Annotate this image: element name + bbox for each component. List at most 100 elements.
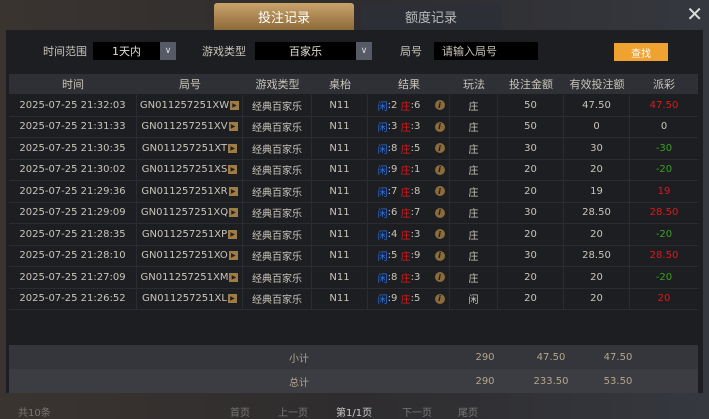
last-page-link[interactable]: 尾页 xyxy=(458,408,478,419)
cell-info: i xyxy=(430,159,450,180)
first-page-link[interactable]: 首页 xyxy=(230,408,250,419)
cell-result: 闲:2 庄:6 xyxy=(368,95,430,116)
cell-result: 闲:8 庄:5 xyxy=(368,138,430,159)
banker-score: :9 xyxy=(410,250,421,262)
time-range-label: 时间范围 xyxy=(43,45,87,58)
cell-bet: 20 xyxy=(498,159,564,180)
time-range-select[interactable]: 1天内 ∨ xyxy=(93,42,176,60)
banker-label: 庄 xyxy=(400,295,411,307)
cell-table: N11 xyxy=(312,202,368,223)
table-header: 时间 局号 游戏类型 桌枱 结果 玩法 投注金额 有效投注额 派彩 xyxy=(9,74,698,94)
current-page: 第1/1页 xyxy=(336,408,373,419)
banker-label: 庄 xyxy=(400,144,411,156)
play-replay-icon[interactable]: ▶ xyxy=(230,100,240,110)
cell-play: 庄 xyxy=(450,245,498,266)
cell-result: 闲:5 庄:9 xyxy=(368,246,430,267)
play-replay-icon[interactable]: ▶ xyxy=(228,143,238,153)
cell-play: 庄 xyxy=(450,138,498,159)
col-time: 时间 xyxy=(62,78,84,91)
play-replay-icon[interactable]: ▶ xyxy=(229,208,239,218)
banker-score: :3 xyxy=(410,121,421,133)
play-replay-icon[interactable]: ▶ xyxy=(228,251,238,261)
play-replay-icon[interactable]: ▶ xyxy=(229,272,239,282)
cell-play: 庄 xyxy=(450,202,498,223)
info-icon[interactable]: i xyxy=(434,250,445,261)
cell-game: 经典百家乐 xyxy=(243,202,312,223)
player-score: :4 xyxy=(387,228,398,240)
cell-result: 闲:8 庄:3 xyxy=(368,267,430,288)
round-id: GN011257251XO xyxy=(141,250,228,262)
next-page-link[interactable]: 下一页 xyxy=(402,408,432,419)
info-icon[interactable]: i xyxy=(434,100,445,111)
cell-round: GN011257251XM ▶ xyxy=(137,267,243,288)
cell-info: i xyxy=(430,138,450,159)
prev-page-link[interactable]: 上一页 xyxy=(278,408,308,419)
round-id: GN011257251XP xyxy=(141,228,228,240)
game-type-label: 游戏类型 xyxy=(202,45,246,58)
round-input[interactable]: 请输入局号 xyxy=(434,42,538,60)
play-replay-icon[interactable]: ▶ xyxy=(228,186,238,196)
cell-payout: 0 xyxy=(660,121,668,133)
player-label: 闲 xyxy=(377,166,388,178)
cell-valid: 19 xyxy=(564,181,630,202)
player-score: :5 xyxy=(387,250,398,262)
cell-play: 闲 xyxy=(450,288,498,309)
cell-round: GN011257251XT ▶ xyxy=(137,138,243,159)
info-icon[interactable]: i xyxy=(434,143,445,154)
table-row: 2025-07-25 21:27:09 GN011257251XM ▶ 经典百家乐… xyxy=(9,267,698,289)
round-id: GN011257251XV xyxy=(141,121,228,133)
info-icon[interactable]: i xyxy=(434,186,445,197)
total-label: 总计 xyxy=(289,377,309,389)
tab-bet-records[interactable]: 投注记录 xyxy=(214,3,354,30)
game-type-filter: 游戏类型 百家乐 ∨ xyxy=(202,42,372,60)
cell-info: i xyxy=(430,181,450,202)
cell-info: i xyxy=(430,224,450,245)
banker-label: 庄 xyxy=(400,273,411,285)
cell-payout: 28.50 xyxy=(649,250,679,262)
play-replay-icon[interactable]: ▶ xyxy=(228,122,238,132)
info-icon[interactable]: i xyxy=(434,229,445,240)
cell-table: N11 xyxy=(312,159,368,180)
play-replay-icon[interactable]: ▶ xyxy=(228,229,238,239)
cell-info: i xyxy=(430,245,450,266)
cell-valid: 20 xyxy=(564,267,630,288)
cell-game: 经典百家乐 xyxy=(243,181,312,202)
player-label: 闲 xyxy=(377,252,388,264)
tab-credit-records[interactable]: 额度记录 xyxy=(361,3,501,30)
player-score: :8 xyxy=(387,142,398,154)
cell-bet: 30 xyxy=(498,138,564,159)
cell-bet: 30 xyxy=(498,202,564,223)
chevron-down-icon[interactable]: ∨ xyxy=(160,42,176,60)
round-id: GN011257251XS xyxy=(141,164,228,176)
player-label: 闲 xyxy=(377,187,388,199)
info-icon[interactable]: i xyxy=(434,121,445,132)
cell-time: 2025-07-25 21:32:03 xyxy=(9,95,137,116)
table-row: 2025-07-25 21:30:02 GN011257251XS ▶ 经典百家乐… xyxy=(9,159,698,181)
chevron-down-icon[interactable]: ∨ xyxy=(356,42,372,60)
info-icon[interactable]: i xyxy=(434,293,445,304)
cell-valid: 20 xyxy=(564,288,630,309)
cell-payout: -20 xyxy=(655,164,673,176)
player-score: :6 xyxy=(387,207,398,219)
cell-round: GN011257251XW ▶ xyxy=(137,95,243,116)
banker-score: :7 xyxy=(410,207,421,219)
close-icon[interactable]: ✕ xyxy=(686,2,703,26)
info-icon[interactable]: i xyxy=(434,164,445,175)
search-button[interactable]: 查找 xyxy=(614,43,668,61)
cell-valid: 30 xyxy=(564,138,630,159)
cell-result: 闲:9 庄:1 xyxy=(368,160,430,181)
cell-info: i xyxy=(430,202,450,223)
cell-valid: 20 xyxy=(564,159,630,180)
cell-play: 庄 xyxy=(450,267,498,288)
info-icon[interactable]: i xyxy=(434,207,445,218)
cell-time: 2025-07-25 21:27:09 xyxy=(9,267,137,288)
game-type-value: 百家乐 xyxy=(289,45,322,58)
play-replay-icon[interactable]: ▶ xyxy=(227,294,237,304)
col-payout: 派彩 xyxy=(653,78,675,91)
play-replay-icon[interactable]: ▶ xyxy=(228,165,238,175)
info-icon[interactable]: i xyxy=(434,272,445,283)
cell-round: GN011257251XR ▶ xyxy=(137,181,243,202)
subtotal-bet: 290 xyxy=(475,351,495,363)
game-type-select[interactable]: 百家乐 ∨ xyxy=(255,42,372,60)
cell-valid: 0 xyxy=(564,116,630,137)
